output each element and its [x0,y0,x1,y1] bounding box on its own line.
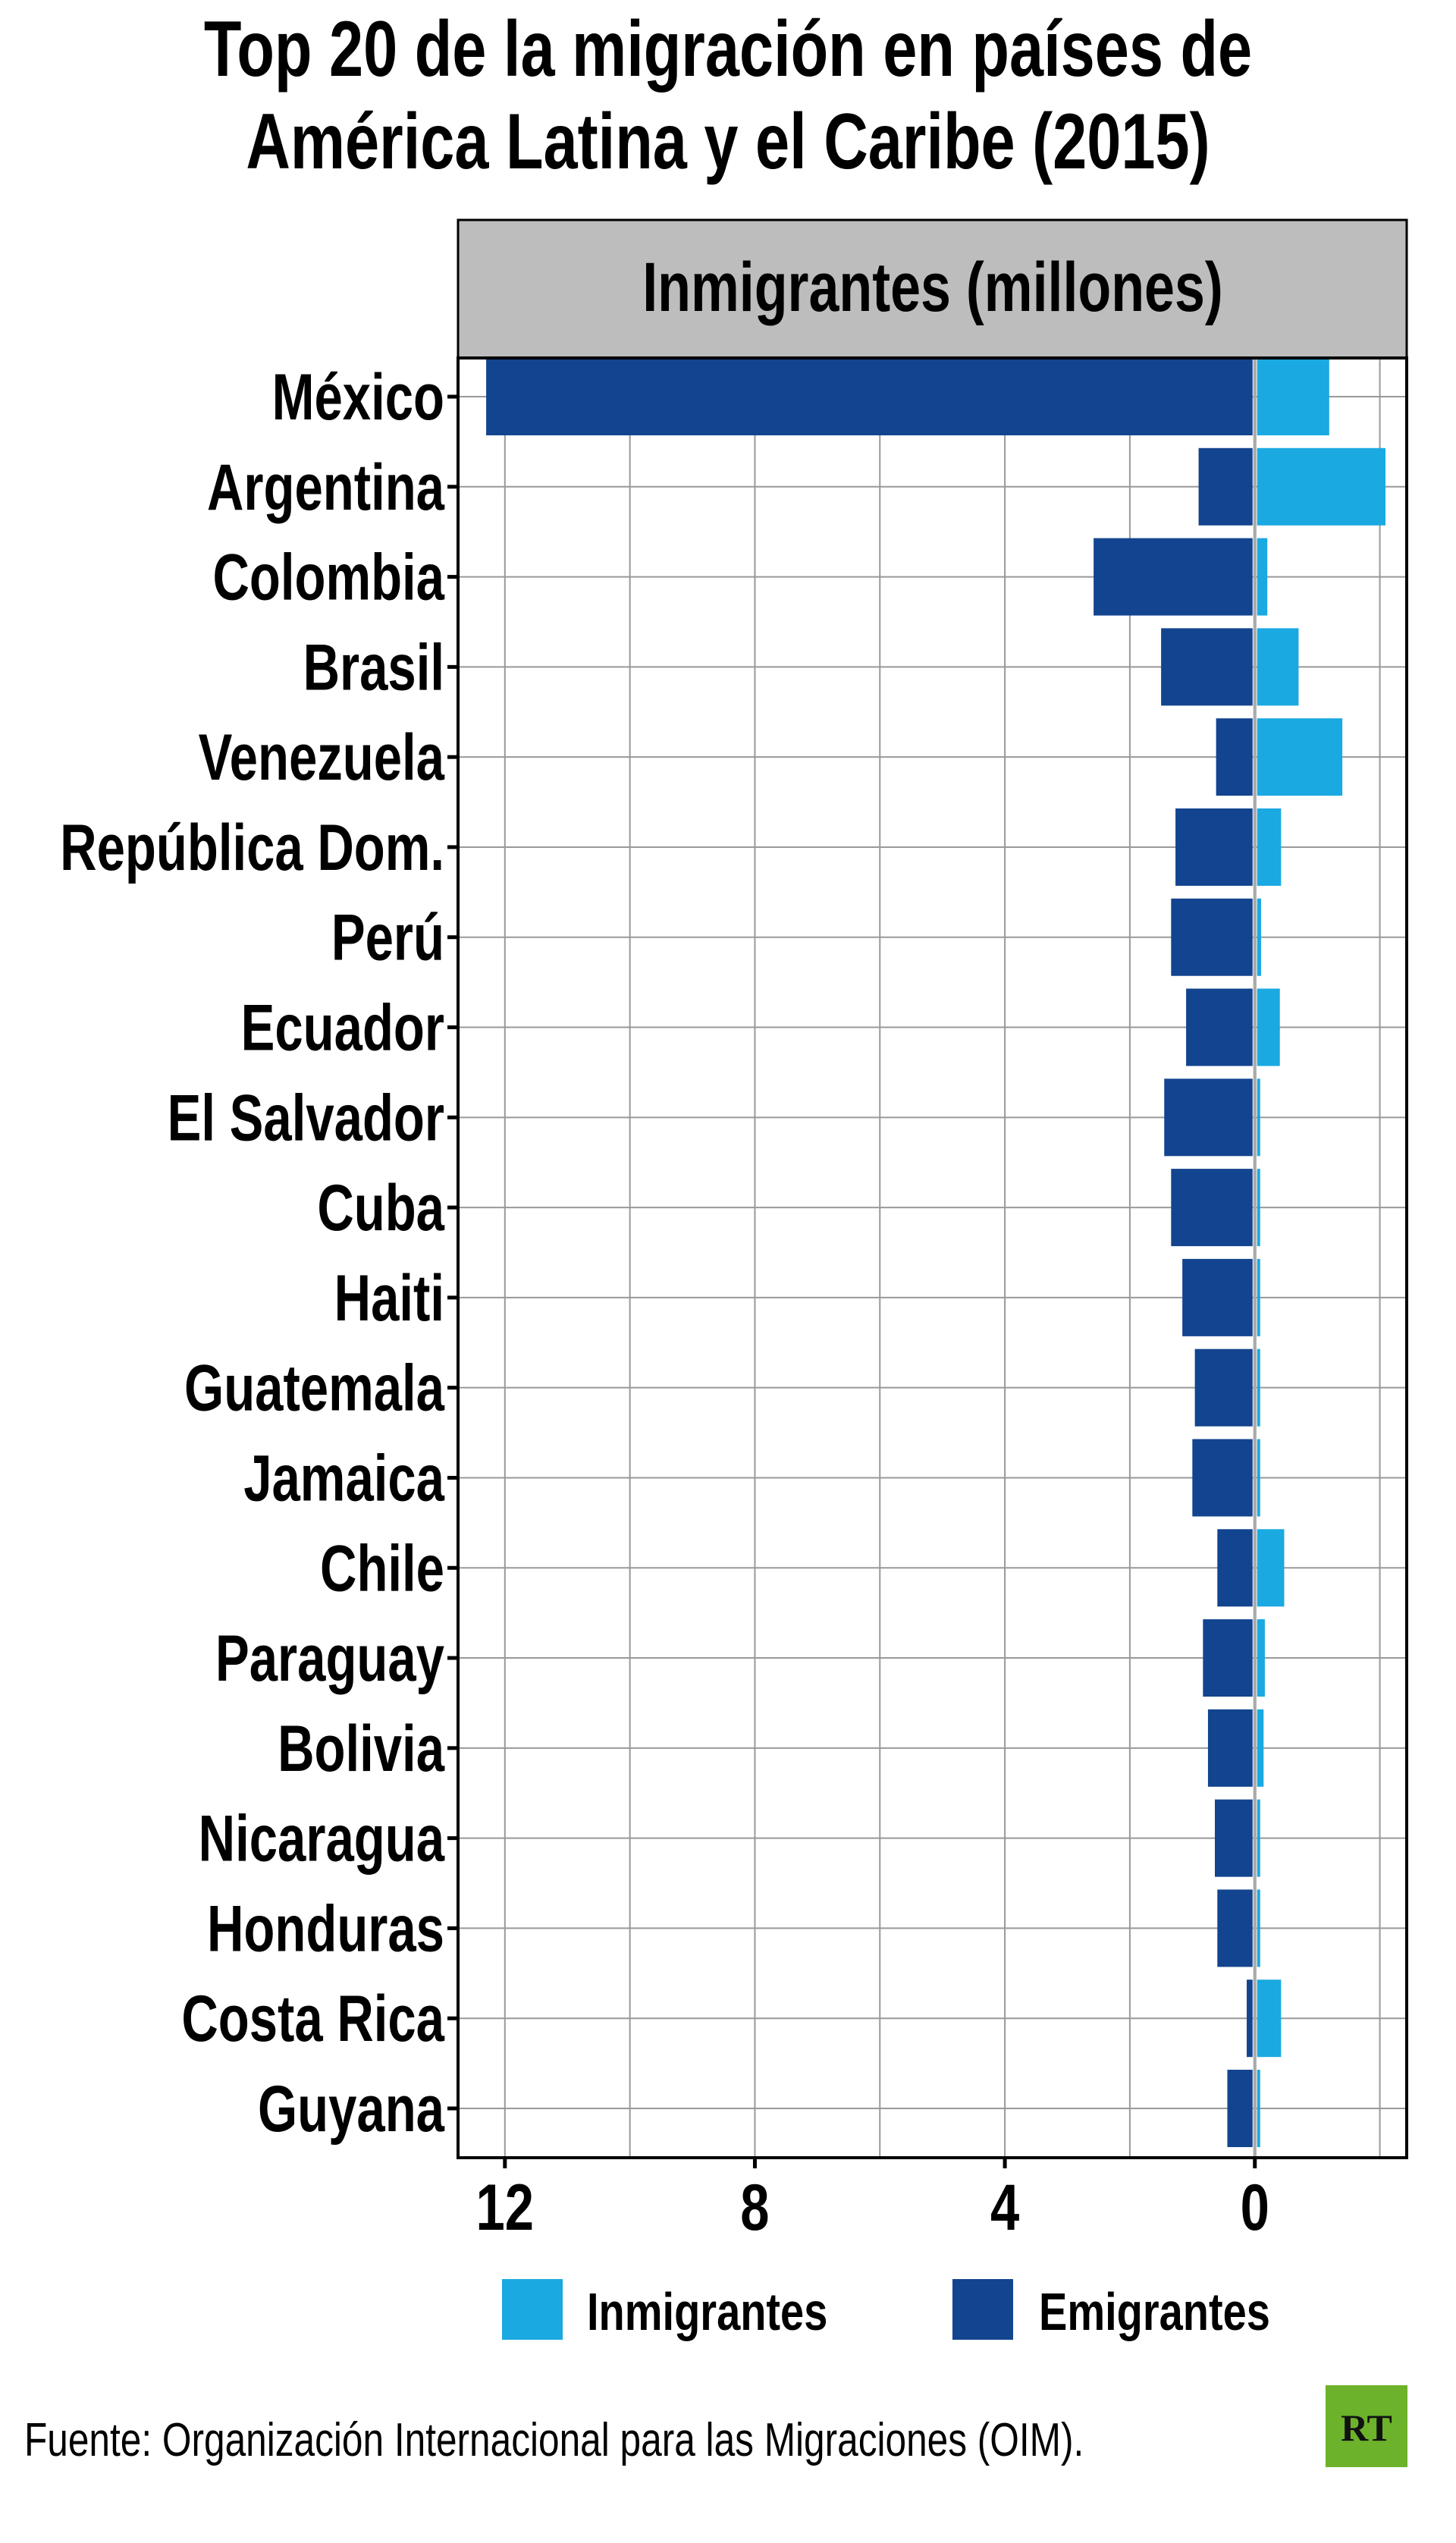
bar-inmigrantes [1257,2070,1260,2147]
bar-emigrantes [1094,538,1253,616]
y-tick-label: Bolivia [278,1713,445,1785]
y-tick-label: Argentina [207,451,445,524]
bar-inmigrantes [1257,1979,1282,2058]
y-tick-label: Guyana [258,2073,445,2146]
bar-emigrantes [1171,1169,1253,1247]
legend: Inmigrantes Emigrantes [502,2279,1270,2341]
x-tick-label: 4 [990,2171,1019,2244]
rt-logo: RT [1326,2385,1407,2467]
legend-label-inmigrantes: Inmigrantes [587,2283,827,2341]
bar-emigrantes [1175,808,1253,886]
y-tick-label: República Dom. [60,812,444,884]
bar-emigrantes [486,358,1253,435]
bar-inmigrantes [1257,1529,1285,1607]
x-tick-label: 12 [476,2171,535,2244]
y-tick-label: Venezuela [199,721,445,794]
y-tick-label: Haiti [334,1262,444,1335]
y-tick-label: Paraguay [215,1622,444,1695]
plot-border [457,356,1408,2159]
bar-emigrantes [1192,1439,1253,1517]
chart-title-line-2: América Latina y el Caribe (2015) [246,97,1210,185]
y-tick-label: Colombia [212,542,445,614]
bar-inmigrantes [1257,1439,1260,1517]
bar-inmigrantes [1257,358,1329,435]
x-tick-label: 0 [1241,2171,1269,2244]
bar-inmigrantes [1257,538,1268,616]
bar-emigrantes [1161,628,1253,706]
legend-swatch-inmigrantes [502,2279,563,2340]
bar-inmigrantes [1257,988,1280,1066]
bar-emigrantes [1217,1529,1253,1607]
bar-emigrantes [1207,1709,1253,1787]
bar-emigrantes [1198,447,1253,526]
bar-inmigrantes [1257,1799,1260,1877]
legend-swatch-emigrantes [952,2279,1013,2340]
panel-header [457,218,1408,359]
bar-emigrantes [1164,1078,1253,1157]
bar-emigrantes [1247,1979,1253,2058]
y-tick-label: México [272,361,444,434]
bar-emigrantes [1227,2070,1253,2147]
y-tick-label: Cuba [317,1172,445,1245]
y-tick-label: Ecuador [241,992,444,1065]
bar-emigrantes [1171,898,1253,976]
bar-inmigrantes [1257,1078,1260,1157]
bar-inmigrantes [1257,1709,1264,1787]
y-tick-label: Guatemala [184,1352,445,1425]
bar-emigrantes [1216,718,1253,796]
y-tick-label: Perú [331,902,444,975]
bar-emigrantes [1186,988,1253,1066]
bar-inmigrantes [1257,447,1385,526]
bar-inmigrantes [1257,1258,1260,1336]
y-tick-label: Brasil [303,631,444,704]
bar-inmigrantes [1257,1889,1260,1967]
bar-inmigrantes [1257,1348,1260,1427]
bar-emigrantes [1203,1619,1253,1697]
y-tick-label: El Salvador [168,1082,444,1154]
bar-inmigrantes [1257,628,1299,706]
legend-label-emigrantes: Emigrantes [1039,2283,1270,2341]
bar-inmigrantes [1257,898,1261,976]
bar-emigrantes [1182,1258,1253,1336]
y-tick-label: Honduras [207,1892,444,1965]
bar-inmigrantes [1257,718,1343,796]
bar-emigrantes [1214,1799,1253,1877]
y-tick-label: Costa Rica [181,1983,445,2055]
bar-inmigrantes [1257,808,1282,886]
chart-title-line-1: Top 20 de la migración en países de [204,5,1252,93]
svg-text:RT: RT [1341,2406,1392,2449]
source-note: Fuente: Organización Internacional para … [24,2413,1084,2466]
y-tick-label: Jamaica [243,1443,445,1515]
x-tick-label: 8 [740,2171,769,2244]
bar-emigrantes [1194,1348,1253,1427]
bar-inmigrantes [1257,1619,1265,1697]
y-tick-label: Nicaragua [199,1803,445,1876]
panel-header-label: Inmigrantes (millones) [642,248,1223,326]
bar-inmigrantes [1257,1169,1260,1247]
bar-emigrantes [1217,1889,1253,1967]
y-tick-label: Chile [320,1532,444,1605]
